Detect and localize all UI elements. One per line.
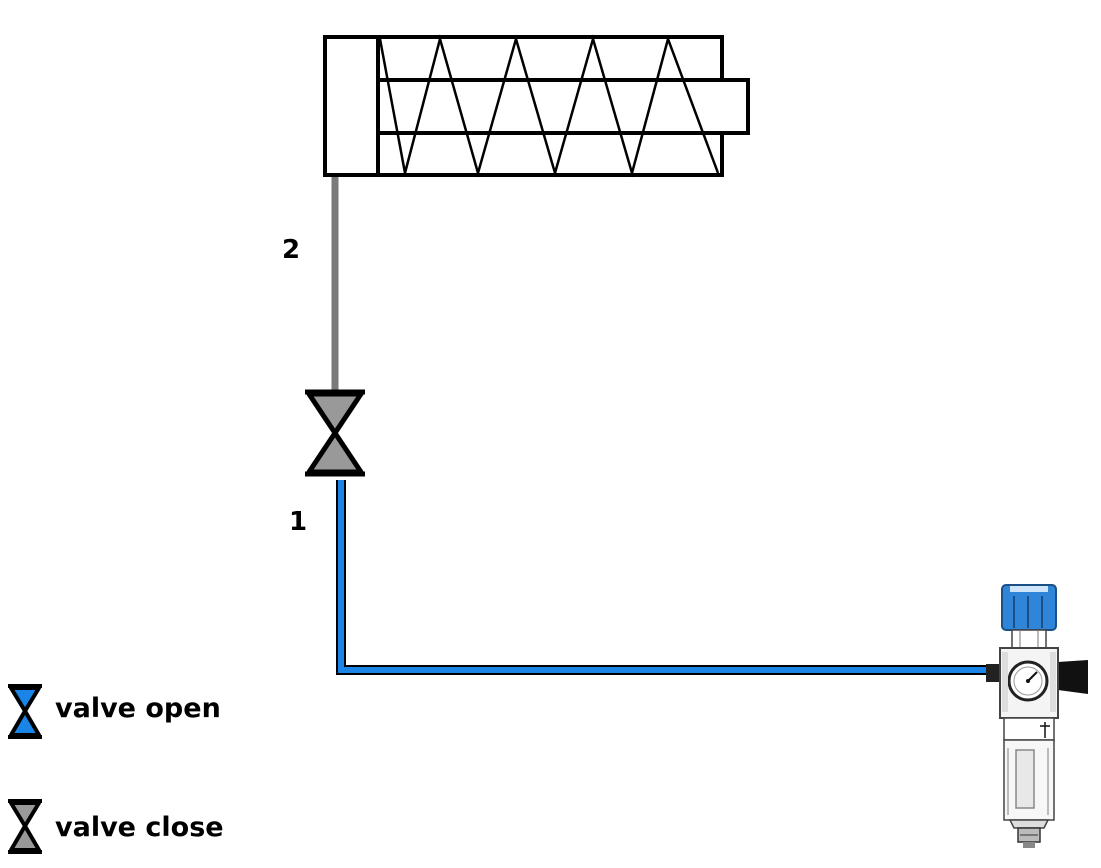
legend-open-label: valve open: [55, 693, 221, 724]
line-port-1: [336, 480, 990, 675]
valve-open-legend-icon: [8, 684, 42, 739]
cylinder-spring: [378, 34, 720, 178]
valve-upper-triangle: [306, 391, 364, 436]
shutoff-valve-icon[interactable]: [305, 389, 365, 477]
port-label-2: 2: [282, 235, 300, 265]
legend-close-label: valve close: [55, 812, 224, 843]
valve-close-legend-icon: [8, 799, 42, 854]
filter-regulator-icon: [986, 584, 1088, 848]
legend: valve open valve close: [8, 684, 224, 854]
valve-lower-triangle: [306, 430, 364, 475]
port-label-1: 1: [289, 507, 307, 537]
spring-return-cylinder-icon: [323, 34, 750, 178]
cylinder-piston-rod: [376, 78, 750, 135]
